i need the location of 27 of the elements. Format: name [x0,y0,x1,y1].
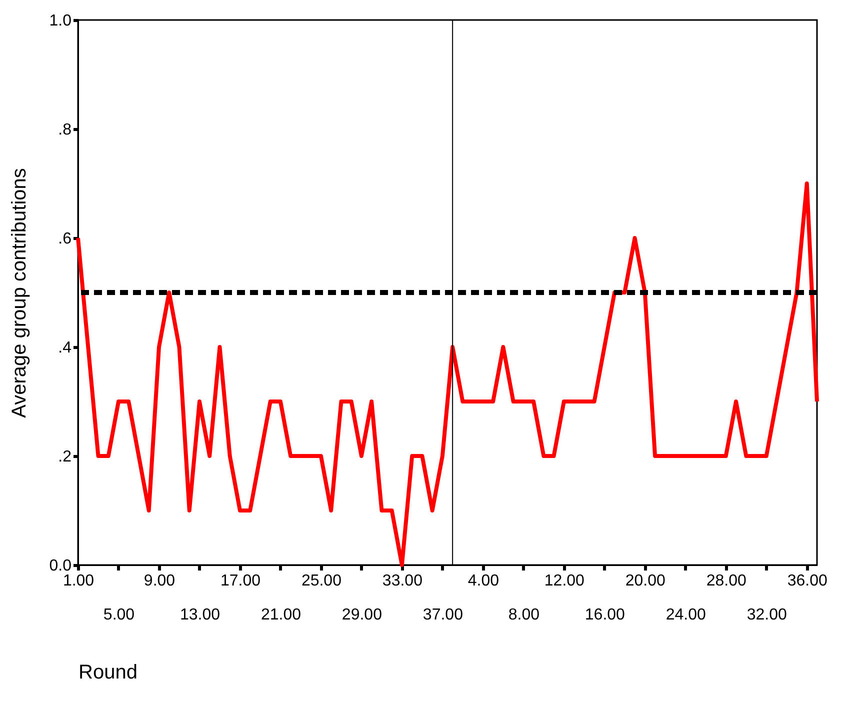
x-tick-label: 1.00 [62,572,94,590]
x-tick-label: 36.00 [787,572,828,590]
y-tick-label: .4 [58,340,72,356]
x-tick-label: 12.00 [544,572,585,590]
x-tick-label: 8.00 [508,606,540,624]
x-axis-title: Round [78,662,138,684]
y-tick-label: 0.0 [49,558,72,574]
y-tick-label: .6 [58,230,72,248]
y-tick-label: .8 [58,122,72,138]
x-tick-label: 5.00 [103,606,135,624]
x-tick-label: 20.00 [625,572,666,590]
x-tick-label: 28.00 [706,572,747,590]
x-tick-label: 24.00 [666,606,706,624]
x-tick-label: 16.00 [584,606,626,624]
x-tick-label: 25.00 [301,572,342,590]
x-tick-label: 13.00 [180,606,220,624]
x-tick-label: 17.00 [220,572,261,590]
y-tick-label: .2 [58,448,72,466]
x-tick-label: 29.00 [342,606,382,624]
x-tick-label: 21.00 [260,606,302,624]
y-axis-title: Average group contributions [8,168,30,418]
x-tick-label: 32.00 [746,606,787,624]
x-tick-label: 9.00 [144,572,176,590]
y-tick-label: 1.0 [49,12,72,30]
x-tick-label: 33.00 [382,572,423,590]
x-tick-label: 37.00 [422,606,464,624]
x-tick-label: 4.00 [468,572,500,590]
